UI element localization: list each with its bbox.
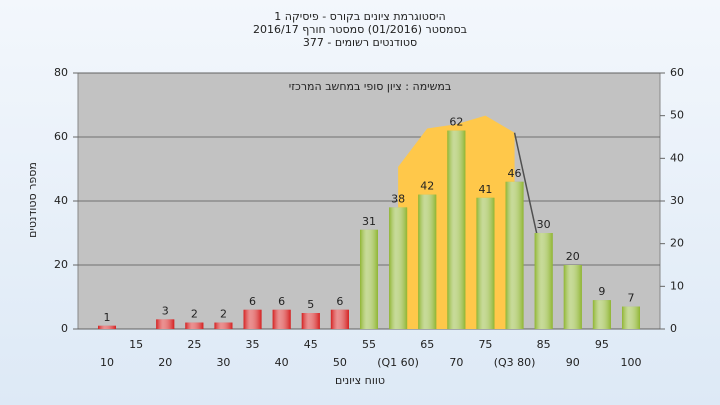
value-label: 6 [278,295,285,308]
chart-title: היסטוגרמת ציונים בקורס - פיסיקה 1 [274,10,445,23]
value-label: 7 [628,292,635,305]
x-tick-label: 10 [100,356,114,369]
x-tick-label: 65 [420,338,434,351]
x-tick-label: 75 [478,338,492,351]
y-axis-title: מספר סטודנטים [26,162,39,238]
x-tick-label: 30 [216,356,230,369]
bar [505,181,524,329]
x-tick-label: 95 [595,338,609,351]
x-tick-label: 70 [449,356,463,369]
value-label: 3 [162,304,169,317]
x-tick-label: 40 [275,356,289,369]
y2-tick-label: 20 [670,237,684,250]
y2-tick-label: 0 [670,322,677,335]
value-label: 30 [537,218,551,231]
x-tick-label: 85 [537,338,551,351]
bar [185,322,204,329]
value-label: 6 [336,295,343,308]
bar [360,229,378,329]
bar [243,309,262,329]
x-tick-label: 45 [304,338,318,351]
y-tick-label: 60 [54,130,68,143]
bar [418,194,437,329]
bar [447,130,466,329]
x-tick-label: 50 [333,356,347,369]
y2-tick-label: 30 [670,194,684,207]
x-tick-label: (Q3 80) [494,356,536,369]
bar [330,309,349,329]
bar [534,233,553,329]
value-label: 5 [307,298,314,311]
value-label: 42 [420,180,434,193]
x-tick-label: 20 [158,356,172,369]
x-tick-label: 55 [362,338,376,351]
value-label: 62 [449,116,463,129]
annotation: במשימה : ציון סופי במחשב המרכזי [289,80,452,93]
bar [214,322,233,329]
value-label: 41 [478,183,492,196]
bar [156,319,175,329]
y-tick-label: 40 [54,194,68,207]
value-label: 38 [391,192,405,205]
y-tick-label: 20 [54,258,68,271]
y-tick-label: 80 [54,66,68,79]
x-tick-label: 25 [187,338,201,351]
y-tick-label: 0 [61,322,68,335]
x-axis-title: טווח ציונים [335,374,385,387]
x-tick-label: 35 [246,338,260,351]
x-tick-label: 90 [566,356,580,369]
value-label: 9 [598,285,605,298]
bar [563,265,582,329]
value-label: 2 [220,308,227,321]
x-tick-label: (Q1 60) [377,356,419,369]
y2-tick-label: 40 [670,151,684,164]
x-tick-label: 100 [621,356,642,369]
y2-tick-label: 50 [670,109,684,122]
value-label: 46 [508,167,522,180]
y2-tick-label: 60 [670,66,684,79]
bar [592,300,611,329]
chart-subtitle: סטודנטים רשומים - 377 [303,36,417,49]
x-tick-label: 15 [129,338,143,351]
bar [389,207,408,329]
value-label: 2 [191,308,198,321]
value-label: 1 [104,311,111,324]
bar [98,325,116,329]
bar [622,306,640,329]
bar [272,309,291,329]
chart-subtitle: בסמסטר (01/2016) סמסטר חורף 2016/17 [253,23,467,36]
value-label: 6 [249,295,256,308]
bar [301,313,320,329]
value-label: 20 [566,250,580,263]
y2-tick-label: 10 [670,279,684,292]
bar [476,197,495,329]
value-label: 31 [362,215,376,228]
